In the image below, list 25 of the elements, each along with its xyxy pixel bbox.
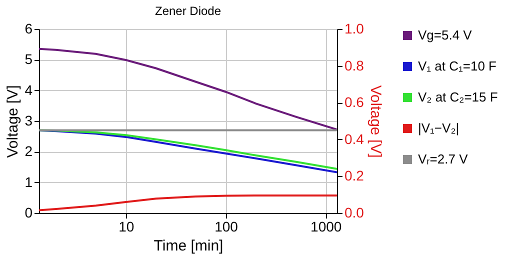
- y2-tick-label: 0.8: [344, 57, 364, 74]
- y2-tick-label: 0.4: [344, 130, 364, 147]
- y2-axis-title: Voltage [V]: [366, 85, 384, 158]
- y2-tick-label: 1.0: [344, 20, 364, 36]
- legend-label: V₁ at C₁=10 F: [418, 58, 497, 74]
- x-tick-label: 1000: [310, 218, 342, 234]
- chart-title: Zener Diode: [154, 4, 222, 18]
- y-tick-label: 4: [24, 82, 33, 98]
- y2-tick-label: 0.2: [344, 168, 364, 184]
- y-tick-label: 3: [24, 112, 33, 128]
- y-tick-label: 2: [24, 143, 33, 160]
- legend-label: |V₁−V₂|: [418, 120, 460, 136]
- y-tick-label: 5: [24, 51, 33, 68]
- y-tick-label: 0: [24, 204, 33, 220]
- y2-tick-label: 0.0: [344, 204, 364, 220]
- x-axis-title: Time [min]: [154, 238, 224, 254]
- y-tick-label: 1: [24, 174, 33, 190]
- legend-label: Vg=5.4 V: [418, 28, 472, 42]
- y-tick-label: 6: [24, 20, 33, 36]
- y2-tick-label: 0.6: [344, 94, 364, 110]
- legend-label: Vᵣ=2.7 V: [418, 152, 468, 166]
- x-tick-label: 100: [214, 218, 238, 234]
- x-tick-label: 10: [118, 218, 134, 234]
- y-axis-title: Voltage [V]: [4, 85, 22, 158]
- legend-label: V₂ at C₂=15 F: [418, 90, 498, 104]
